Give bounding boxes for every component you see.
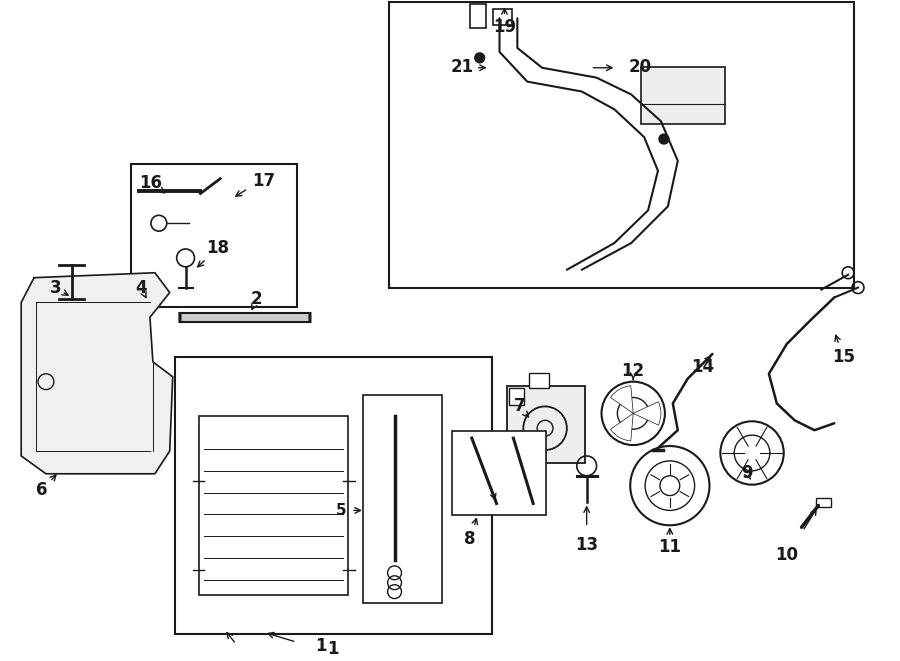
- Bar: [816, 498, 832, 508]
- Text: 15: 15: [832, 348, 856, 366]
- Bar: [175, 357, 491, 634]
- Bar: [508, 385, 585, 463]
- Text: 14: 14: [691, 358, 714, 376]
- Bar: [509, 387, 525, 405]
- Text: 17: 17: [252, 172, 275, 190]
- Text: 6: 6: [36, 481, 48, 498]
- Wedge shape: [634, 402, 661, 425]
- Text: 13: 13: [575, 536, 598, 554]
- Bar: [363, 395, 442, 603]
- Wedge shape: [610, 413, 634, 441]
- Wedge shape: [610, 386, 634, 413]
- Text: 9: 9: [742, 464, 753, 482]
- Text: 1: 1: [328, 640, 339, 658]
- Bar: [492, 9, 512, 25]
- Text: 8: 8: [464, 530, 475, 548]
- Bar: [529, 373, 549, 387]
- Text: 7: 7: [514, 397, 525, 415]
- Text: 11: 11: [659, 538, 681, 556]
- Bar: [131, 164, 298, 307]
- Bar: [200, 416, 348, 595]
- Bar: [389, 3, 854, 288]
- Bar: [470, 5, 486, 28]
- Text: 21: 21: [450, 58, 473, 76]
- Text: 20: 20: [628, 58, 652, 76]
- Text: 16: 16: [140, 174, 162, 192]
- Text: 19: 19: [493, 18, 516, 36]
- Text: 3: 3: [50, 278, 62, 297]
- Circle shape: [142, 292, 154, 303]
- Text: 1: 1: [316, 637, 327, 655]
- Text: 5: 5: [336, 503, 346, 518]
- Bar: [641, 67, 725, 124]
- Bar: [452, 431, 546, 516]
- Text: 10: 10: [775, 546, 798, 564]
- Text: 4: 4: [135, 278, 147, 297]
- Text: 12: 12: [622, 362, 644, 380]
- Polygon shape: [22, 273, 173, 474]
- Text: 2: 2: [251, 290, 263, 309]
- Circle shape: [475, 53, 485, 63]
- Circle shape: [659, 134, 669, 144]
- Text: 18: 18: [206, 239, 229, 257]
